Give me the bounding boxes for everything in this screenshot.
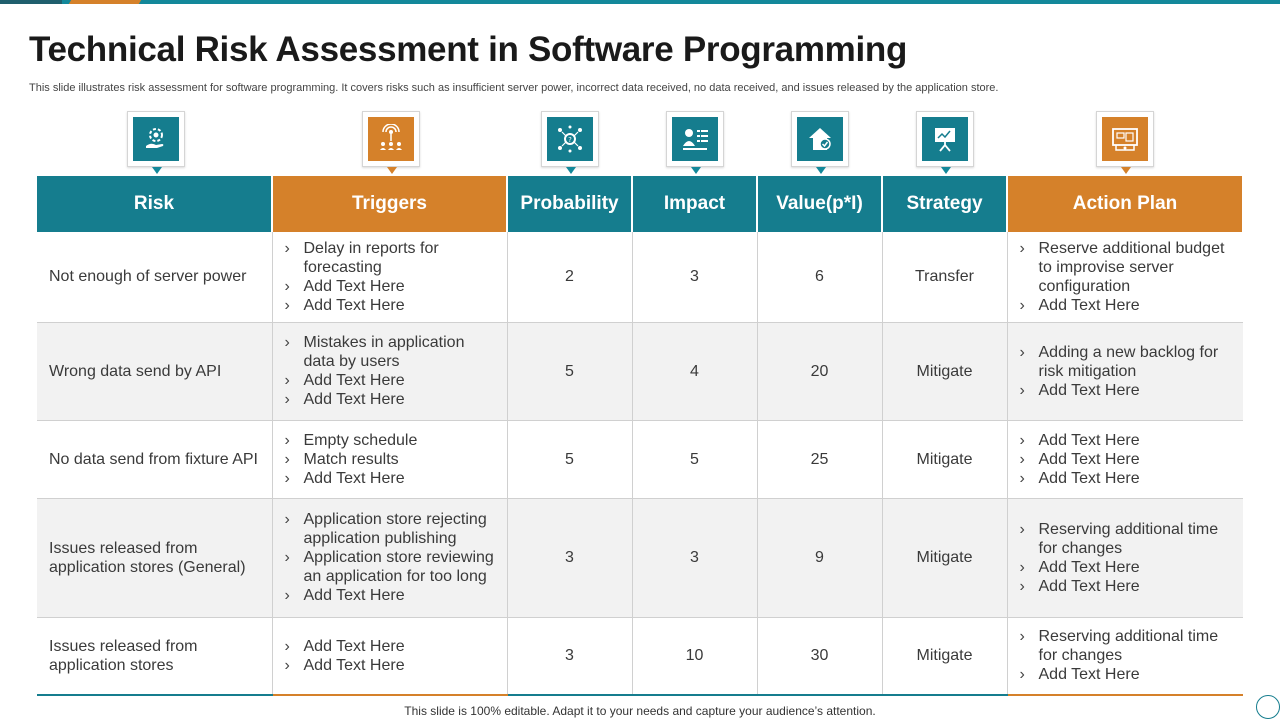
probability-cell: 5 [507,420,633,499]
value-cell: 6 [757,232,883,323]
table-row: Issues released from application stores … [37,617,1243,696]
table-row: Issues released from application stores … [37,498,1243,618]
triggers-cell: Empty schedule Match results Add Text He… [272,420,508,499]
value-cell: 20 [757,322,883,421]
triggers-cell: Add Text Here Add Text Here [272,617,508,696]
presentation-icon [922,117,968,161]
table-row: Wrong data send by API Mistakes in appli… [37,322,1243,421]
impact-cell: 5 [632,420,758,499]
action-item: Add Text Here [1020,469,1236,488]
impact-cell: 4 [632,322,758,421]
trigger-item: Add Text Here [285,656,499,675]
value-column-icon-box [791,111,849,174]
strategy-column-icon-box [916,111,974,174]
triggers-cell: Delay in reports for forecasting Add Tex… [272,232,508,323]
trigger-item: Add Text Here [285,277,499,296]
action-item: Add Text Here [1020,577,1236,596]
top-accent-orange [68,0,142,4]
action-item: Add Text Here [1020,296,1236,315]
page-title: Technical Risk Assessment in Software Pr… [29,30,908,69]
footer-note: This slide is 100% editable. Adapt it to… [404,704,876,718]
action-item: Reserving additional time for changes [1020,627,1236,665]
action-item: Add Text Here [1020,450,1236,469]
svg-text:?: ? [568,136,572,144]
action-plan-cell: Adding a new backlog for risk mitigation… [1007,322,1243,421]
impact-cell: 10 [632,617,758,696]
person-list-icon [672,117,718,161]
probability-cell: 3 [507,617,633,696]
table-row: No data send from fixture API Empty sche… [37,420,1243,499]
action-plan-cell: Reserving additional time for changes Ad… [1007,498,1243,618]
strategy-cell: Mitigate [882,498,1008,618]
header-risk: Risk [37,176,273,232]
trigger-item: Add Text Here [285,469,499,488]
action-item: Reserving additional time for changes [1020,520,1236,558]
page-subtitle: This slide illustrates risk assessment f… [29,82,999,94]
trigger-item: Add Text Here [285,296,499,315]
probability-cell: 5 [507,322,633,421]
risk-cell: Issues released from application stores [37,617,273,696]
impact-cell: 3 [632,232,758,323]
impact-cell: 3 [632,498,758,618]
house-check-icon [797,117,843,161]
triggers-cell: Mistakes in application data by users Ad… [272,322,508,421]
risk-cell: Issues released from application stores … [37,498,273,618]
probability-cell: 3 [507,498,633,618]
header-value: Value(p*I) [757,176,883,232]
action-item: Add Text Here [1020,381,1236,400]
strategy-cell: Transfer [882,232,1008,323]
action-item: Add Text Here [1020,665,1236,684]
header-action-plan: Action Plan [1007,176,1244,232]
trigger-item: Application store reviewing an applicati… [285,548,499,586]
action-plan-cell: Reserve additional budget to improvise s… [1007,232,1243,323]
risk-cell: Not enough of server power [37,232,273,323]
table-row: Not enough of server power Delay in repo… [37,232,1243,323]
header-impact: Impact [632,176,758,232]
top-accent-dark [0,0,62,4]
gear-network-icon: ? [547,117,593,161]
gear-hand-icon [133,117,179,161]
trigger-item: Delay in reports for forecasting [285,239,499,277]
triggers-cell: Application store rejecting application … [272,498,508,618]
header-triggers: Triggers [272,176,508,232]
action-item: Adding a new backlog for risk mitigation [1020,343,1236,381]
trigger-item: Add Text Here [285,586,499,605]
trigger-item: Add Text Here [285,637,499,656]
probability-column-icon-box: ? [541,111,599,174]
trigger-item: Empty schedule [285,431,499,450]
risk-column-icon-box [127,111,185,174]
strategy-cell: Mitigate [882,420,1008,499]
trigger-item: Add Text Here [285,371,499,390]
impact-column-icon-box [666,111,724,174]
strategy-cell: Mitigate [882,322,1008,421]
value-cell: 9 [757,498,883,618]
table-header-row: Risk Triggers Probability Impact Value(p… [37,176,1244,232]
risk-cell: No data send from fixture API [37,420,273,499]
value-cell: 25 [757,420,883,499]
header-probability: Probability [507,176,633,232]
broadcast-team-icon [368,117,414,161]
strategy-cell: Mitigate [882,617,1008,696]
action-item: Add Text Here [1020,431,1236,450]
trigger-item: Match results [285,450,499,469]
corner-circle-decoration [1256,695,1280,719]
risk-cell: Wrong data send by API [37,322,273,421]
action-item: Reserve additional budget to improvise s… [1020,239,1236,296]
action-plan-cell: Add Text Here Add Text Here Add Text Her… [1007,420,1243,499]
action-plan-cell: Reserving additional time for changes Ad… [1007,617,1243,696]
action-item: Add Text Here [1020,558,1236,577]
trigger-item: Application store rejecting application … [285,510,499,548]
top-accent-bar [0,0,1280,4]
triggers-column-icon-box [362,111,420,174]
value-cell: 30 [757,617,883,696]
probability-cell: 2 [507,232,633,323]
action-plan-column-icon-box [1096,111,1154,174]
header-strategy: Strategy [882,176,1008,232]
trigger-item: Mistakes in application data by users [285,333,499,371]
blueprint-icon [1102,117,1148,161]
risk-assessment-table: Risk Triggers Probability Impact Value(p… [37,176,1244,696]
trigger-item: Add Text Here [285,390,499,409]
